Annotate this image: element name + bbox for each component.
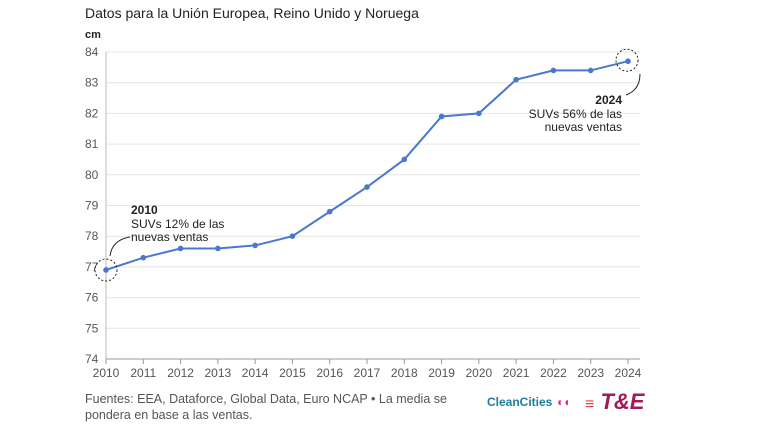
annotation-text: nuevas ventas	[545, 120, 622, 134]
x-tick-label: 2014	[242, 366, 269, 380]
data-point	[326, 208, 333, 215]
data-point	[252, 242, 258, 249]
data-point	[587, 67, 594, 74]
data-point	[550, 67, 557, 74]
annotation-year: 2010	[131, 203, 158, 217]
data-point	[625, 58, 631, 65]
source-note: Fuentes: EEA, Dataforce, Global Data, Eu…	[85, 392, 447, 422]
y-tick-label: 80	[85, 168, 99, 182]
annotation-year: 2024	[595, 93, 622, 107]
te-logo: ≡ T&E	[585, 389, 645, 414]
y-tick-label: 78	[85, 229, 99, 243]
data-point	[215, 245, 221, 252]
x-tick-label: 2021	[503, 366, 530, 380]
data-point	[103, 267, 109, 273]
x-tick-label: 2016	[316, 366, 343, 380]
x-tick-label: 2015	[279, 366, 306, 380]
y-tick-label: 75	[85, 321, 99, 335]
annotation-arrow	[109, 236, 131, 257]
x-tick-label: 2019	[428, 366, 455, 380]
highlight-circle	[615, 48, 639, 72]
y-tick-label: 77	[85, 260, 99, 274]
data-point	[177, 245, 184, 252]
data-point	[401, 156, 408, 163]
x-tick-label: 2013	[205, 366, 232, 380]
data-point	[476, 110, 482, 117]
x-tick-label: 2011	[130, 366, 156, 380]
highlight-circle	[94, 258, 118, 282]
annotation-arrow	[625, 73, 641, 96]
cleancities-logo: CleanCities ◖◖	[487, 395, 571, 409]
annotation-text: nuevas ventas	[131, 230, 208, 244]
x-tick-label: 2012	[167, 366, 194, 380]
y-tick-label: 83	[85, 76, 99, 90]
y-tick-label: 84	[85, 45, 99, 59]
annotation-text: SUVs 12% de las	[131, 217, 224, 231]
data-point	[364, 184, 370, 190]
annotation-text: SUVs 56% de las	[529, 107, 622, 121]
y-tick-label: 82	[85, 106, 99, 120]
data-point	[140, 254, 147, 261]
x-tick-label: 2022	[540, 366, 567, 380]
x-tick-label: 2024	[615, 366, 642, 380]
x-tick-label: 2018	[391, 366, 418, 380]
data-point	[513, 76, 519, 83]
y-axis-label: cm	[85, 29, 101, 41]
x-tick-label: 2020	[466, 366, 493, 380]
y-tick-label: 76	[85, 291, 99, 305]
data-point	[289, 233, 296, 239]
chart-title: Datos para la Unión Europea, Reino Unido…	[85, 5, 419, 21]
x-tick-label: 2023	[577, 366, 604, 380]
y-tick-label: 81	[85, 137, 99, 151]
y-tick-label: 79	[85, 199, 99, 213]
x-tick-label: 2010	[93, 366, 120, 380]
y-tick-label: 74	[85, 352, 99, 366]
data-point	[438, 113, 445, 120]
x-tick-label: 2017	[354, 366, 381, 380]
